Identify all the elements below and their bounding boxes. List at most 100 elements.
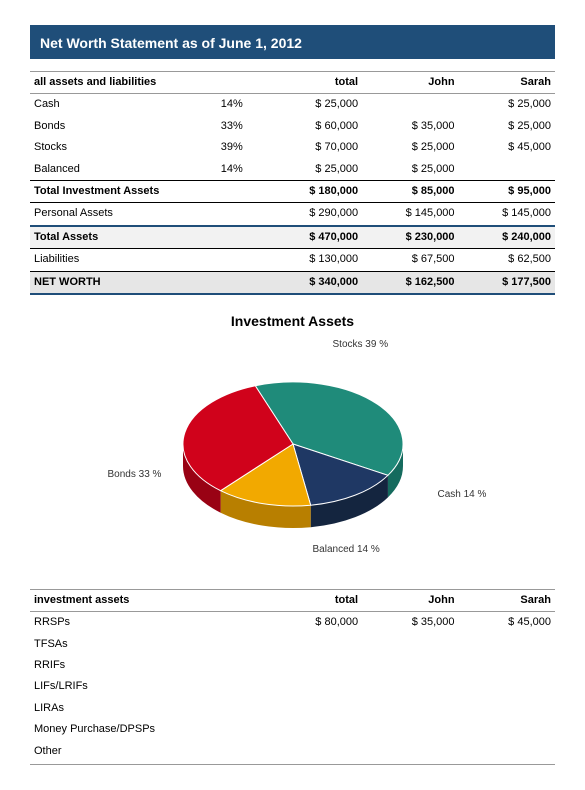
col-header-total: total (266, 72, 362, 94)
row-pct: 14% (191, 94, 266, 116)
asset-row: Stocks39%$ 70,000$ 25,000$ 45,000 (30, 137, 555, 158)
total-assets-row: Total Assets $ 470,000 $ 230,000 $ 240,0… (30, 226, 555, 249)
table-header-row: all assets and liabilities total John Sa… (30, 72, 555, 94)
row-pct: 14% (191, 159, 266, 181)
row-john (362, 698, 458, 719)
row-label: Liabilities (30, 249, 266, 271)
investment-row: LIFs/LRIFs (30, 676, 555, 697)
col-header-label: all assets and liabilities (30, 72, 266, 94)
pie-slice-label: Bonds 33 % (108, 469, 162, 480)
row-total: $ 25,000 (266, 94, 362, 116)
row-john (362, 94, 458, 116)
row-pct: 33% (191, 116, 266, 137)
row-total (266, 719, 362, 740)
row-sarah (459, 698, 555, 719)
row-sarah: $ 25,000 (459, 116, 555, 137)
row-total (266, 698, 362, 719)
row-sarah (459, 741, 555, 762)
row-john: $ 35,000 (362, 116, 458, 137)
asset-row: Balanced14%$ 25,000$ 25,000 (30, 159, 555, 181)
row-john: $ 145,000 (362, 203, 458, 226)
row-john (362, 741, 458, 762)
row-sarah: $ 95,000 (459, 180, 555, 202)
personal-assets-row: Personal Assets $ 290,000 $ 145,000 $ 14… (30, 203, 555, 226)
row-sarah (459, 634, 555, 655)
row-total (266, 655, 362, 676)
row-total: $ 60,000 (266, 116, 362, 137)
row-label: Cash (30, 94, 191, 116)
pie-chart-svg (33, 339, 553, 564)
row-total (266, 741, 362, 762)
row-sarah: $ 62,500 (459, 249, 555, 271)
asset-row: Cash14%$ 25,000$ 25,000 (30, 94, 555, 116)
assets-liabilities-table: all assets and liabilities total John Sa… (30, 71, 555, 295)
row-sarah: $ 145,000 (459, 203, 555, 226)
row-label: Total Investment Assets (30, 180, 266, 202)
row-sarah: $ 240,000 (459, 226, 555, 249)
net-worth-statement: Net Worth Statement as of June 1, 2012 a… (0, 0, 585, 790)
investment-row: Other (30, 741, 555, 762)
row-total: $ 80,000 (266, 612, 362, 634)
asset-row: Bonds33%$ 60,000$ 35,000$ 25,000 (30, 116, 555, 137)
investment-row: Money Purchase/DPSPs (30, 719, 555, 740)
pie-slice-label: Balanced 14 % (313, 544, 380, 555)
row-sarah (459, 655, 555, 676)
col-header-john: John (362, 589, 458, 611)
row-label: LIFs/LRIFs (30, 676, 266, 697)
row-label: Other (30, 741, 266, 762)
row-john (362, 634, 458, 655)
row-john (362, 676, 458, 697)
row-sarah (459, 676, 555, 697)
row-total: $ 290,000 (266, 203, 362, 226)
row-total (266, 676, 362, 697)
investment-assets-table: investment assets total John Sarah RRSPs… (30, 589, 555, 762)
row-label: Bonds (30, 116, 191, 137)
investment-assets-chart: Investment Assets Stocks 39 % Cash 14 % Ba… (30, 313, 555, 564)
row-john: $ 25,000 (362, 137, 458, 158)
col-header-john: John (362, 72, 458, 94)
row-john: $ 85,000 (362, 180, 458, 202)
page-title: Net Worth Statement as of June 1, 2012 (30, 25, 555, 59)
investment-row: RRSPs$ 80,000$ 35,000$ 45,000 (30, 612, 555, 634)
row-john: $ 35,000 (362, 612, 458, 634)
row-label: TFSAs (30, 634, 266, 655)
col-header-total: total (266, 589, 362, 611)
pie-slice-label: Stocks 39 % (333, 339, 389, 350)
row-label: Total Assets (30, 226, 266, 249)
row-total (266, 634, 362, 655)
liabilities-row: Liabilities $ 130,000 $ 67,500 $ 62,500 (30, 249, 555, 271)
chart-title: Investment Assets (30, 313, 555, 329)
row-john: $ 25,000 (362, 159, 458, 181)
pie-slice-label: Cash 14 % (438, 489, 487, 500)
col-header-sarah: Sarah (459, 589, 555, 611)
row-total: $ 25,000 (266, 159, 362, 181)
row-john: $ 162,500 (362, 271, 458, 294)
row-sarah: $ 45,000 (459, 612, 555, 634)
row-total: $ 340,000 (266, 271, 362, 294)
row-total: $ 470,000 (266, 226, 362, 249)
row-john (362, 719, 458, 740)
row-pct: 39% (191, 137, 266, 158)
row-label: Balanced (30, 159, 191, 181)
row-sarah: $ 45,000 (459, 137, 555, 158)
row-john (362, 655, 458, 676)
row-label: Stocks (30, 137, 191, 158)
row-sarah: $ 25,000 (459, 94, 555, 116)
row-label: Money Purchase/DPSPs (30, 719, 266, 740)
row-label: RRSPs (30, 612, 266, 634)
row-sarah: $ 177,500 (459, 271, 555, 294)
row-john: $ 67,500 (362, 249, 458, 271)
row-john: $ 230,000 (362, 226, 458, 249)
row-total: $ 180,000 (266, 180, 362, 202)
row-total: $ 130,000 (266, 249, 362, 271)
investment-row: LIRAs (30, 698, 555, 719)
row-sarah (459, 159, 555, 181)
row-total: $ 70,000 (266, 137, 362, 158)
table-bottom-rule (30, 764, 555, 765)
row-label: Personal Assets (30, 203, 266, 226)
table-header-row: investment assets total John Sarah (30, 589, 555, 611)
row-label: NET WORTH (30, 271, 266, 294)
row-sarah (459, 719, 555, 740)
total-investment-row: Total Investment Assets $ 180,000 $ 85,0… (30, 180, 555, 202)
col-header-sarah: Sarah (459, 72, 555, 94)
